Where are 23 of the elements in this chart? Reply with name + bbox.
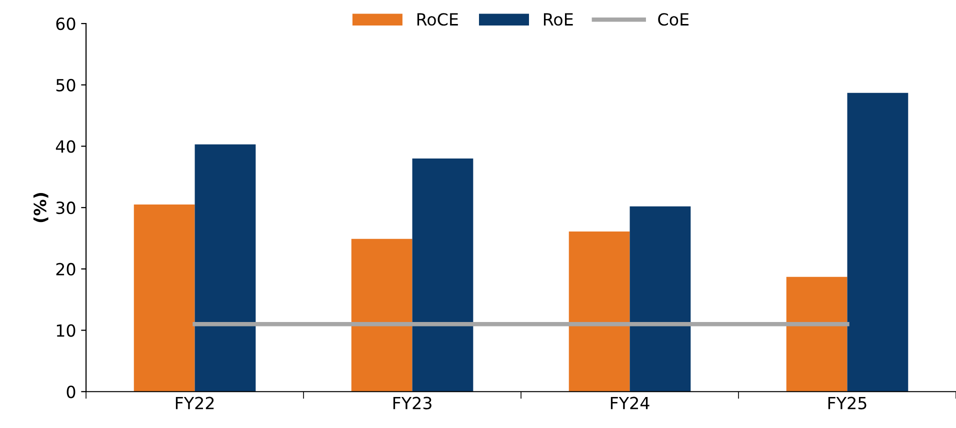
bar [134, 204, 195, 392]
bar [568, 232, 630, 392]
y-tick-label: 20 [56, 262, 76, 276]
y-tick-label: 40 [56, 140, 76, 153]
x-tick-label: FY24 [610, 396, 650, 410]
x-tick-label: FY25 [828, 396, 866, 410]
y-tick-label: 0 [66, 386, 76, 398]
x-tick-label: FY22 [176, 396, 214, 410]
y-tick-label: 50 [56, 78, 76, 92]
y-axis-title: (%) [33, 193, 48, 222]
bar [847, 92, 908, 392]
bar [412, 158, 474, 392]
y-tick-label: 10 [56, 324, 76, 337]
legend-label: CoE [658, 13, 689, 26]
y-tick-label: 30 [56, 202, 76, 214]
legend-label: RoCE [417, 13, 458, 26]
bar [194, 144, 256, 392]
y-tick-label: 60 [56, 18, 76, 30]
x-tick-label: FY23 [393, 396, 432, 410]
bar [786, 276, 848, 392]
bar [351, 238, 412, 392]
legend-label: RoE [544, 13, 573, 26]
bar [630, 206, 691, 392]
